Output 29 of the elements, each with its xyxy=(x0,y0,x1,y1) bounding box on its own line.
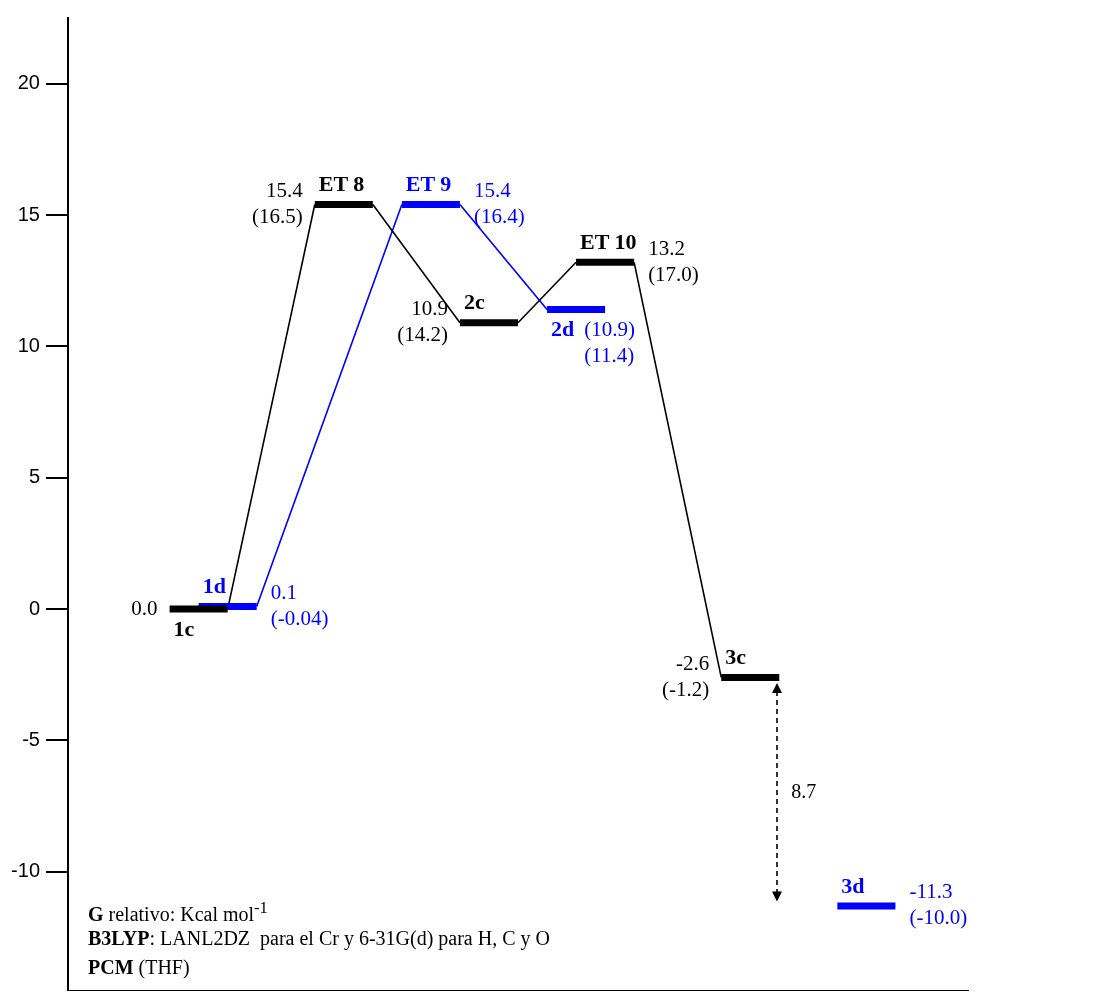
data-label: -11.3 (-10.0) xyxy=(909,879,968,930)
y-tick-label: 0 xyxy=(28,596,40,619)
annotation: G relativo: Kcal mol$^{-1}$ xyxy=(88,898,268,925)
data-label: -2.6 (-1.2) xyxy=(661,650,710,701)
annotation: PCM (THF) xyxy=(88,956,190,978)
annotation: 8.7 xyxy=(791,779,817,803)
series-label: 2d xyxy=(551,316,575,342)
series-label: 1c xyxy=(173,615,195,641)
data-label: 13.2 (17.0) xyxy=(648,235,699,286)
data-label: 0.0 xyxy=(131,595,158,620)
data-label: 15.4 (16.5) xyxy=(252,178,304,229)
y-tick-label: -10 xyxy=(11,859,40,882)
series-label: 3c xyxy=(725,644,747,670)
series-label: ET 9 xyxy=(405,171,452,197)
y-tick-label: 20 xyxy=(17,71,40,94)
series-label: ET 8 xyxy=(318,171,365,197)
series-label: 2c xyxy=(463,289,485,315)
y-tick-label: -5 xyxy=(22,727,40,750)
y-tick-label: 15 xyxy=(17,202,40,225)
series-label: 3d xyxy=(841,872,865,898)
data-label: (10.9) (11.4) xyxy=(584,317,636,368)
data-label: 0.1 (-0.04) xyxy=(270,579,329,630)
series-label: 1d xyxy=(202,573,226,599)
data-label: 15.4 (16.4) xyxy=(473,178,525,229)
annotation: B3LYP: LANL2DZ para el Cr y 6-31G(d) para H, C y O xyxy=(88,927,550,949)
y-tick-label: 5 xyxy=(28,465,40,488)
y-tick-label: 10 xyxy=(17,333,40,356)
series-label: ET 10 xyxy=(580,229,637,254)
data-label: 10.9 (14.2) xyxy=(397,296,448,347)
